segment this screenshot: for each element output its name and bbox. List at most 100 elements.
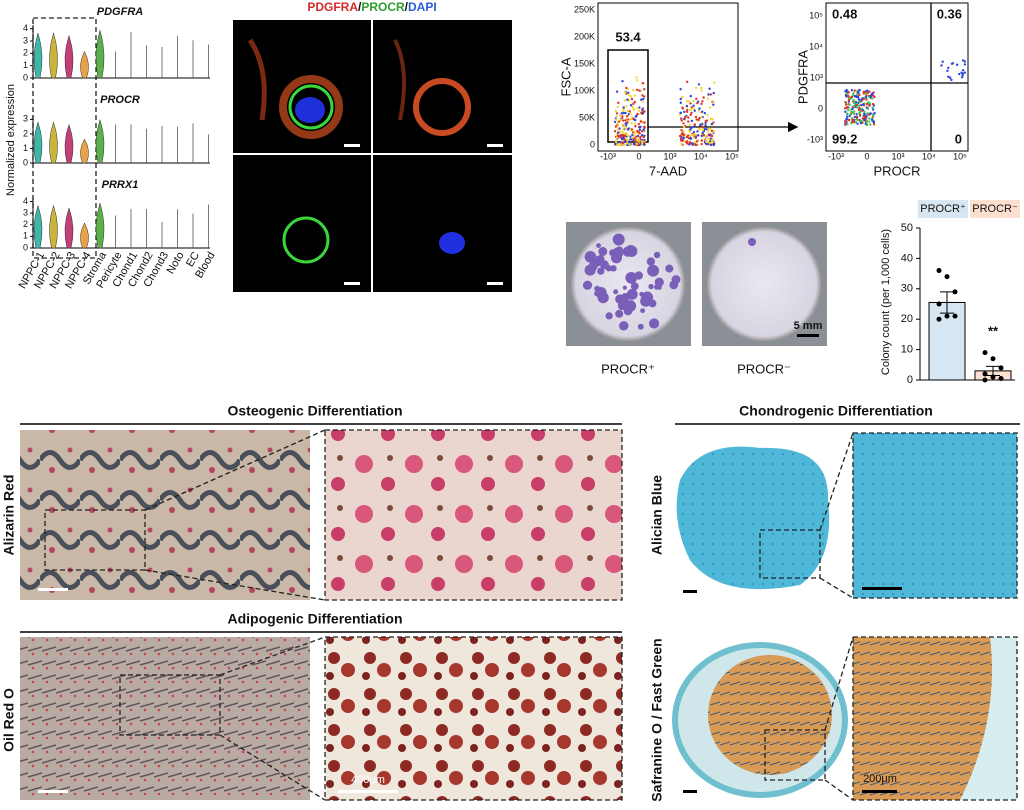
if-images [233,20,512,292]
colony [657,285,662,290]
event [865,98,868,101]
event [643,141,646,145]
y-tick-label: 3 [23,114,28,124]
event [643,87,646,91]
event [643,110,646,113]
event [625,138,629,141]
event [845,117,848,121]
x-tick-label: -10³ [600,151,616,161]
scale-bar-label: 200μm [863,773,897,785]
event [679,111,682,115]
colony [648,283,654,290]
legend-label: PROCR⁺ [920,203,966,215]
event [635,76,638,79]
event [616,105,619,108]
event [866,89,869,92]
event [679,117,683,120]
event [869,123,872,126]
colony [625,245,638,257]
event [689,113,692,117]
event [700,115,703,119]
event [940,64,943,67]
event [948,76,952,79]
event [963,60,967,63]
event [633,137,636,140]
event [680,142,683,146]
event [698,124,702,127]
colony [594,285,601,292]
event [860,98,863,102]
event [642,135,646,139]
event [862,103,865,106]
event [700,89,703,92]
event [629,138,632,141]
axis-label: PROCR [874,163,921,178]
event [628,143,631,146]
event [615,118,618,121]
event [868,101,871,105]
event [700,139,704,142]
legend-swatch [970,200,1020,218]
event [851,118,854,122]
colony [630,282,639,291]
gene-label: PRRX1 [102,179,139,191]
event [641,130,644,133]
event [681,95,684,99]
event [682,122,685,125]
data-point [936,268,942,274]
y-tick-label: 0 [907,374,913,386]
event [866,91,870,94]
data-point [990,356,996,362]
event [857,98,861,101]
event [626,142,629,145]
event [633,100,637,104]
event [713,81,716,84]
y-tick-label: 1 [23,60,28,70]
violin [64,34,74,79]
colony [598,247,608,256]
event [848,103,851,106]
event [712,130,716,134]
event [710,129,714,133]
event [941,60,944,63]
event [692,104,695,107]
image [853,433,1017,598]
event [619,140,622,144]
stain-label: Oil Red O [1,688,17,752]
event [947,75,950,78]
event [695,140,699,143]
colony [648,318,660,329]
y-tick-label: 10³ [810,72,823,82]
event [701,131,705,135]
event [640,134,644,137]
event [614,109,618,113]
event [697,118,700,121]
event [632,88,635,92]
colony [623,306,633,316]
y-tick-label: 10 [901,344,913,356]
event [693,125,697,128]
colony [639,291,645,297]
colony [617,301,627,311]
event [623,140,627,143]
event [700,142,703,146]
event [620,112,623,115]
data-point [982,377,988,383]
x-tick-label: 10³ [663,151,676,161]
event [616,121,620,125]
y-tick-label: 4 [23,23,28,33]
event [702,96,705,99]
event [860,107,864,111]
event [694,86,698,90]
event [629,128,632,132]
x-tick-label: 10⁵ [953,151,967,161]
event [868,117,871,120]
event [632,102,635,106]
event [950,62,954,65]
violin [80,138,89,164]
image-label: PROCR⁻ [737,361,791,376]
event [685,140,689,143]
colony [600,260,609,270]
event [641,94,644,97]
event [687,100,691,103]
